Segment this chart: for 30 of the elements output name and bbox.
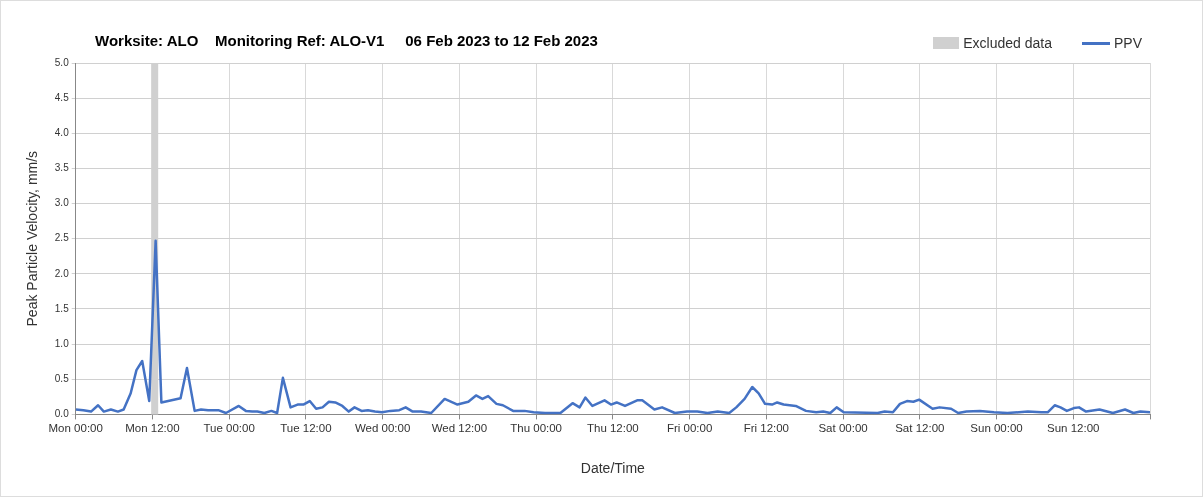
y-tick-label: 1.0	[54, 337, 70, 349]
x-tick-label: Thu 12:00	[586, 422, 639, 435]
legend-label: PPV	[1113, 35, 1142, 51]
x-tick-label: Mon 12:00	[125, 422, 180, 435]
x-tick-label: Sun 12:00	[1047, 422, 1100, 435]
legend-label: Excluded data	[963, 35, 1052, 51]
y-tick-label: 4.5	[54, 91, 70, 103]
x-tick-label: Sat 12:00	[895, 422, 945, 435]
y-tick-label: 3.5	[54, 162, 70, 174]
x-tick-label: Tue 12:00	[280, 422, 332, 435]
y-tick-label: 4.0	[54, 127, 70, 139]
x-tick-label: Wed 00:00	[354, 422, 411, 435]
x-axis-title: Date/Time	[580, 460, 646, 477]
y-axis-title: Peak Particle Velocity, mm/s	[24, 150, 41, 327]
y-tick-label: 0.0	[54, 408, 70, 420]
x-tick-label: Sun 00:00	[970, 422, 1023, 435]
x-tick-label: Thu 00:00	[510, 422, 563, 435]
y-tick-label: 3.0	[54, 197, 70, 209]
x-tick-label: Sat 00:00	[818, 422, 868, 435]
y-tick-label: 2.5	[54, 232, 70, 244]
x-tick-label: Tue 00:00	[203, 422, 255, 435]
x-tick-label: Fri 12:00	[743, 422, 790, 435]
y-tick-label: 2.0	[54, 267, 70, 279]
y-tick-label: 0.5	[54, 373, 70, 385]
x-tick-label: Mon 00:00	[48, 422, 103, 435]
x-tick-label: Wed 12:00	[431, 422, 488, 435]
x-tick-label: Fri 00:00	[666, 422, 713, 435]
y-tick-label: 5.0	[54, 56, 70, 68]
y-tick-label: 1.5	[54, 302, 70, 314]
chart-title: Worksite: ALO Monitoring Ref: ALO-V1 06 Feb 2023 to 12 Feb 2023	[95, 32, 598, 49]
